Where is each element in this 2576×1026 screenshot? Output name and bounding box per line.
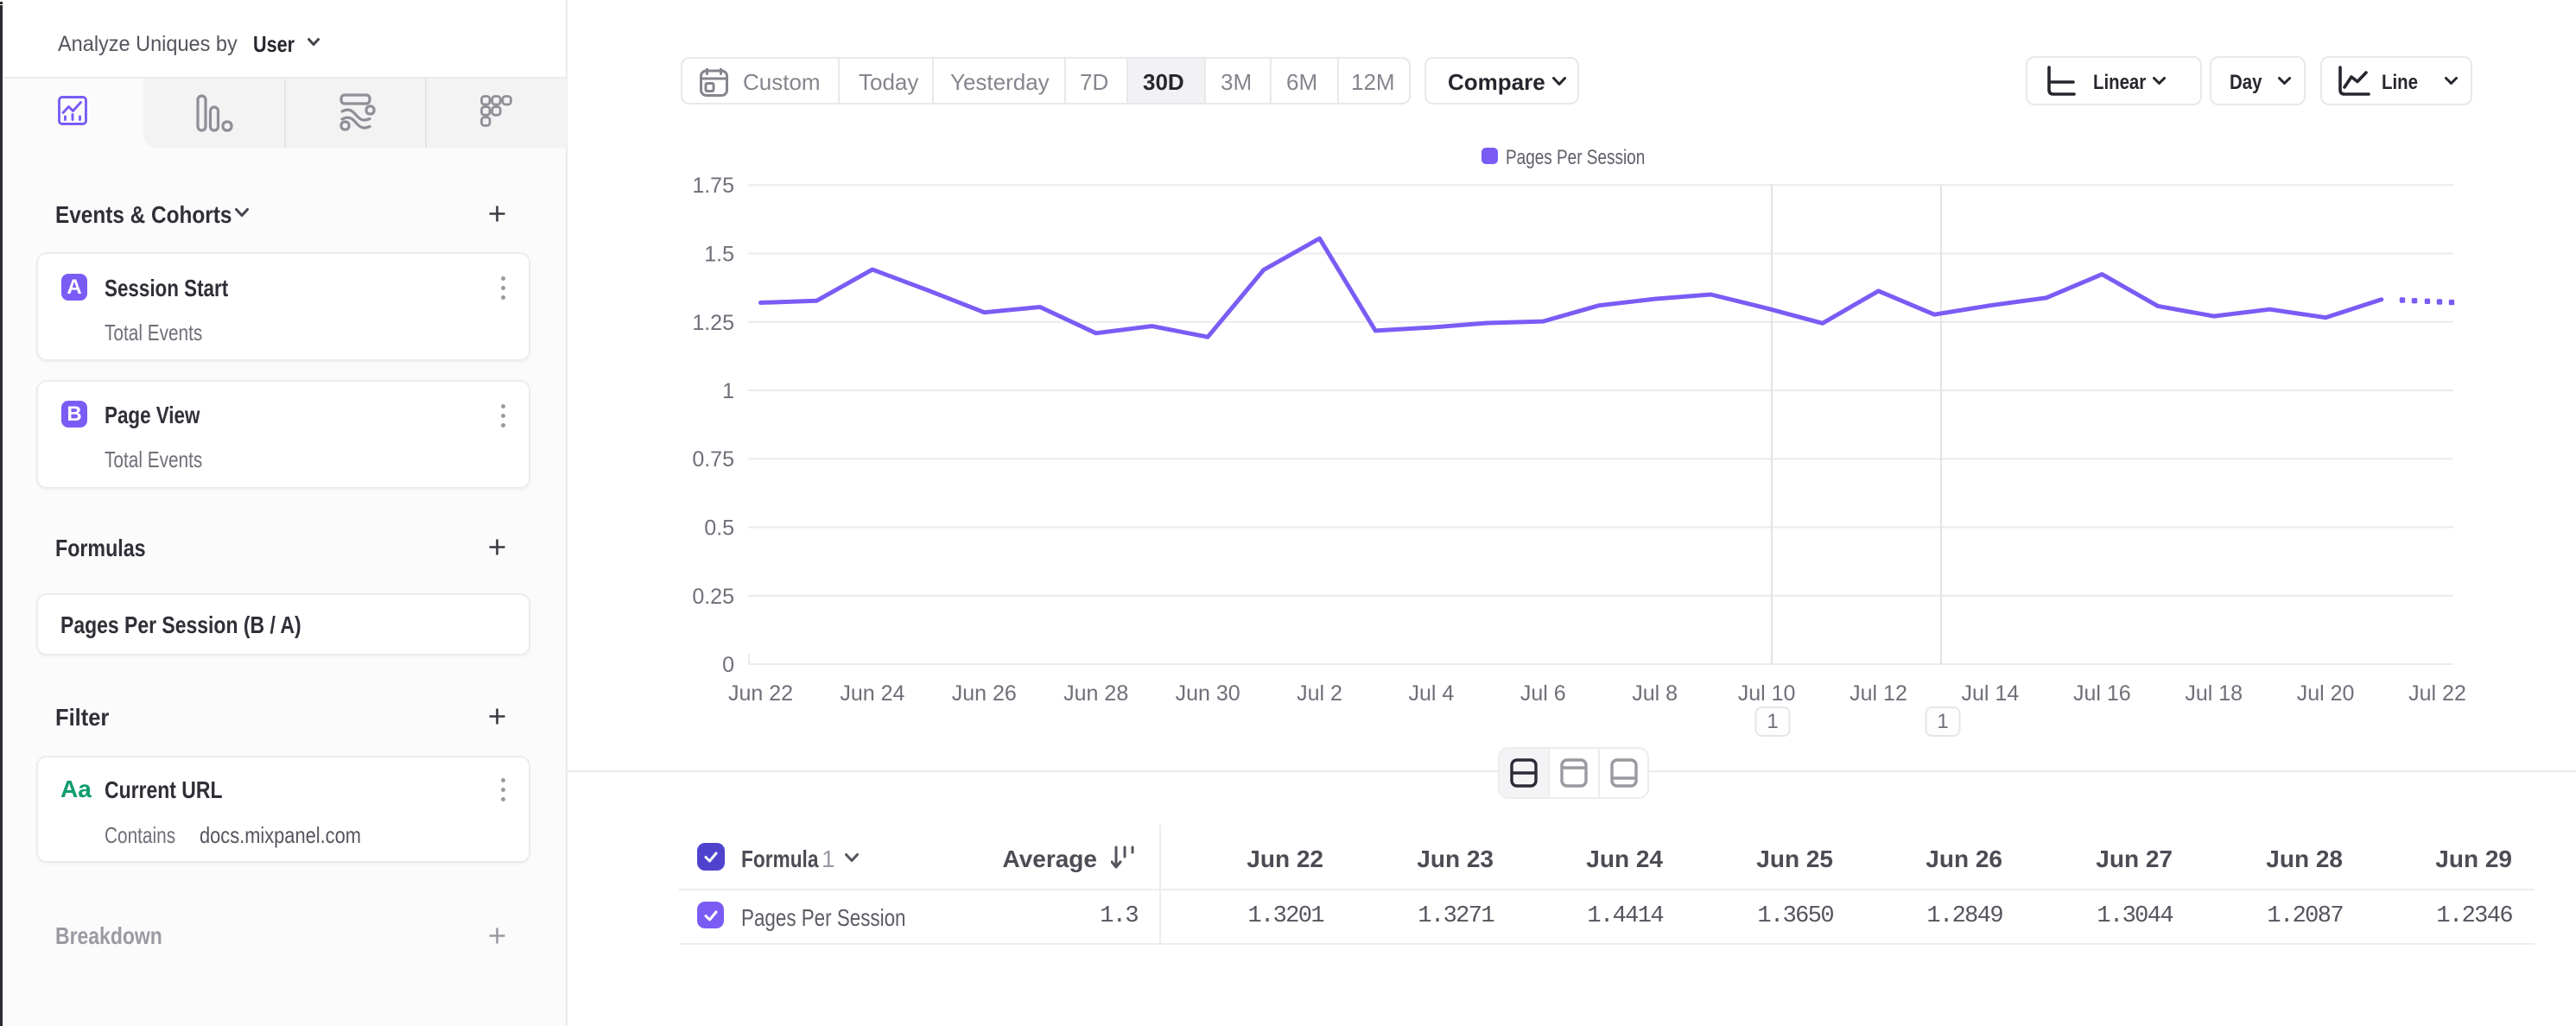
svg-text:1.75: 1.75 [692, 174, 734, 198]
svg-text:Jul 10: Jul 10 [1738, 681, 1796, 706]
svg-text:0.5: 0.5 [704, 516, 734, 541]
svg-text:1: 1 [1767, 710, 1778, 733]
svg-text:Jul 12: Jul 12 [1850, 681, 1907, 706]
svg-text:1: 1 [1937, 710, 1948, 733]
svg-text:Jul 16: Jul 16 [2073, 681, 2131, 706]
svg-text:Jul 6: Jul 6 [1520, 681, 1566, 706]
svg-text:1.5: 1.5 [704, 243, 734, 267]
svg-text:1.25: 1.25 [692, 311, 734, 335]
svg-text:Jul 18: Jul 18 [2185, 681, 2243, 706]
svg-text:1: 1 [722, 379, 734, 403]
svg-text:Jul 22: Jul 22 [2408, 681, 2466, 706]
svg-text:Jun 26: Jun 26 [952, 681, 1017, 706]
svg-text:Jul 2: Jul 2 [1297, 681, 1342, 706]
svg-text:Jul 4: Jul 4 [1408, 681, 1454, 706]
svg-text:0.25: 0.25 [692, 585, 734, 609]
svg-text:Jun 28: Jun 28 [1063, 681, 1128, 706]
svg-text:0.75: 0.75 [692, 447, 734, 472]
svg-text:Jul 8: Jul 8 [1632, 681, 1678, 706]
svg-text:Jun 22: Jun 22 [728, 681, 793, 706]
svg-text:Jun 24: Jun 24 [840, 681, 904, 706]
svg-text:Jul 14: Jul 14 [1962, 681, 2020, 706]
svg-text:Jun 30: Jun 30 [1176, 681, 1240, 706]
svg-text:Jul 20: Jul 20 [2297, 681, 2355, 706]
svg-text:0: 0 [722, 653, 734, 677]
